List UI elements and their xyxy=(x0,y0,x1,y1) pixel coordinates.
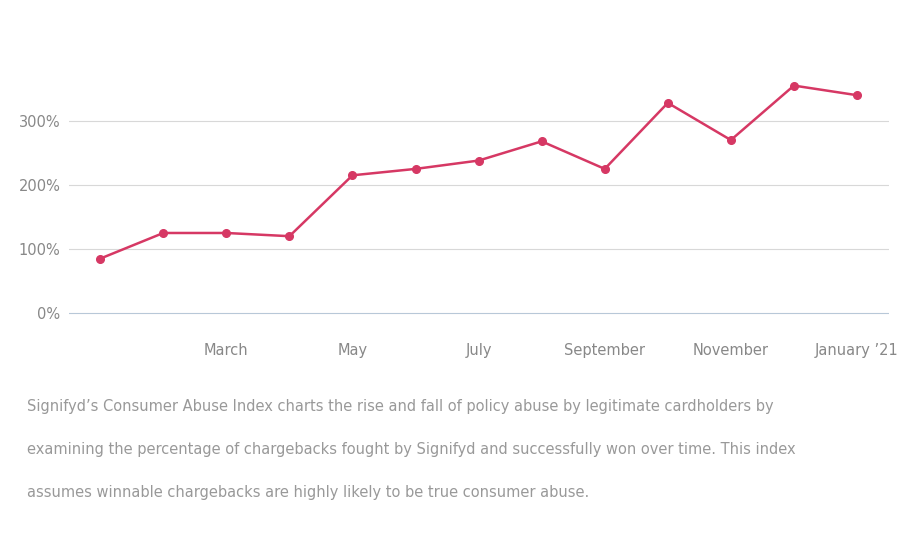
Text: assumes winnable chargebacks are highly likely to be true consumer abuse.: assumes winnable chargebacks are highly … xyxy=(27,485,590,500)
Text: Signifyd’s Consumer Abuse Index charts the rise and fall of policy abuse by legi: Signifyd’s Consumer Abuse Index charts t… xyxy=(27,399,774,414)
Text: examining the percentage of chargebacks fought by Signifyd and successfully won : examining the percentage of chargebacks … xyxy=(27,442,796,457)
